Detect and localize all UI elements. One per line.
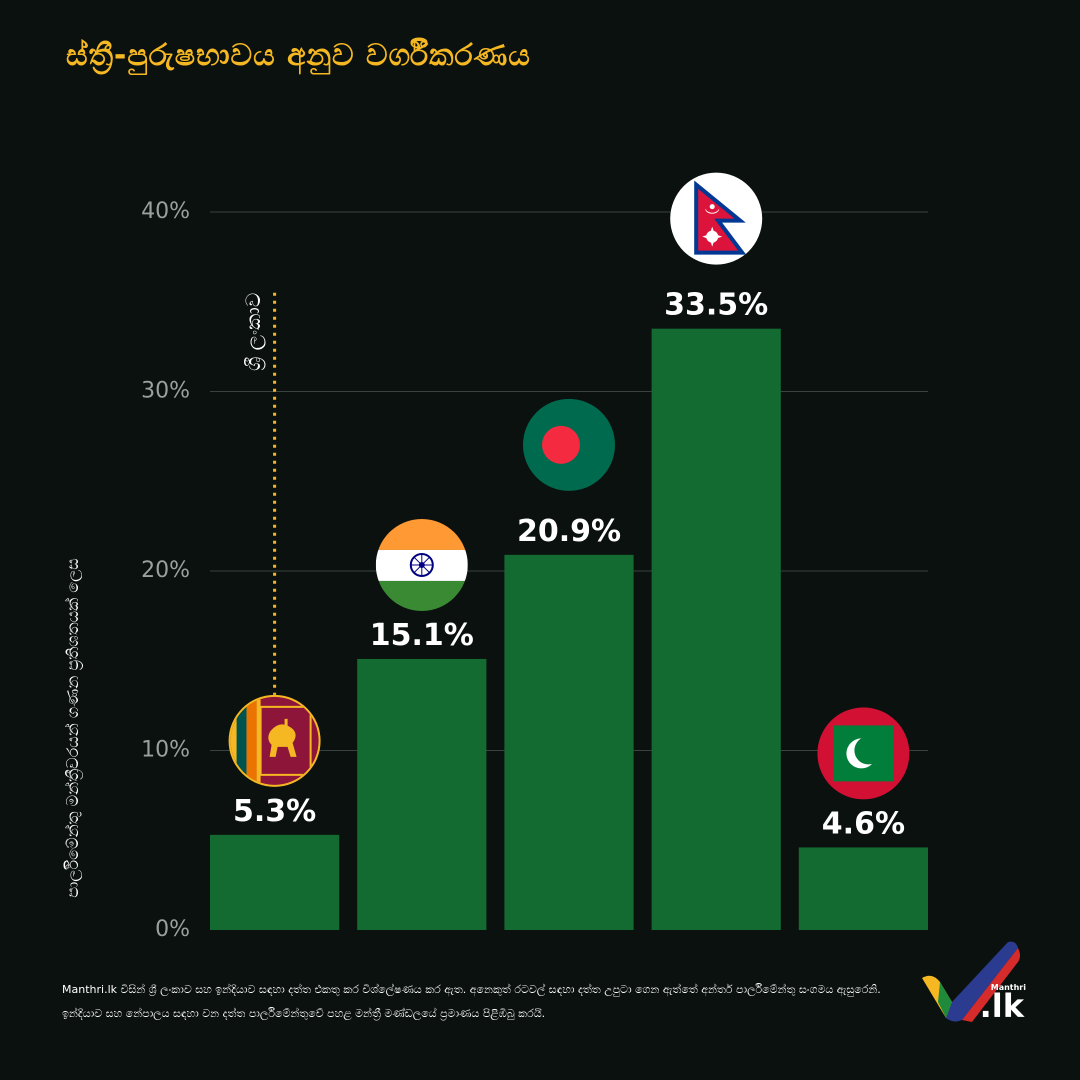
india-flag-icon [375,518,468,611]
annotation-label: ශ්‍රී ලංකාව [241,293,266,371]
bar-bangladesh [504,554,634,930]
manthri-check-logo-icon [922,941,1020,1022]
footer-note: Manthri.lk විසින් ශ්‍රී ලංකාව සහ ඉන්දියා… [62,983,881,1020]
data-label: 20.9% [517,514,621,549]
y-tick-label: 40% [141,199,190,224]
bar-nepal [651,328,781,930]
manthri-lk-logo: Manthri .lk [916,936,1026,1028]
bangladesh-flag-icon [523,398,615,491]
y-tick-label: 20% [141,558,190,583]
bar-sri-lanka [210,834,340,930]
data-label: 5.3% [233,794,316,829]
data-label: 33.5% [664,288,768,323]
maldives-flag-icon [817,707,910,800]
data-label: 15.1% [370,618,474,653]
y-tick-label: 0% [155,917,190,942]
bar-chart: 0% 10% 20% 30% 40% ශ්‍රී ලංකාව 5.3% 15.1% 20.9… [141,172,928,942]
y-tick-label: 10% [141,738,190,763]
bar-india [357,658,487,930]
logo-subtext: Manthri [990,983,1026,992]
bar-maldives [798,847,928,930]
chart-title: ස්ත්‍රී-පුරුෂභාවය අනුව වර්ගීකරණය [66,38,531,73]
data-label: 4.6% [822,806,905,841]
logo-text: .lk [979,987,1024,1025]
y-tick-label: 30% [141,379,190,404]
sri-lanka-flag-icon [228,694,321,787]
nepal-flag-icon [670,172,763,265]
